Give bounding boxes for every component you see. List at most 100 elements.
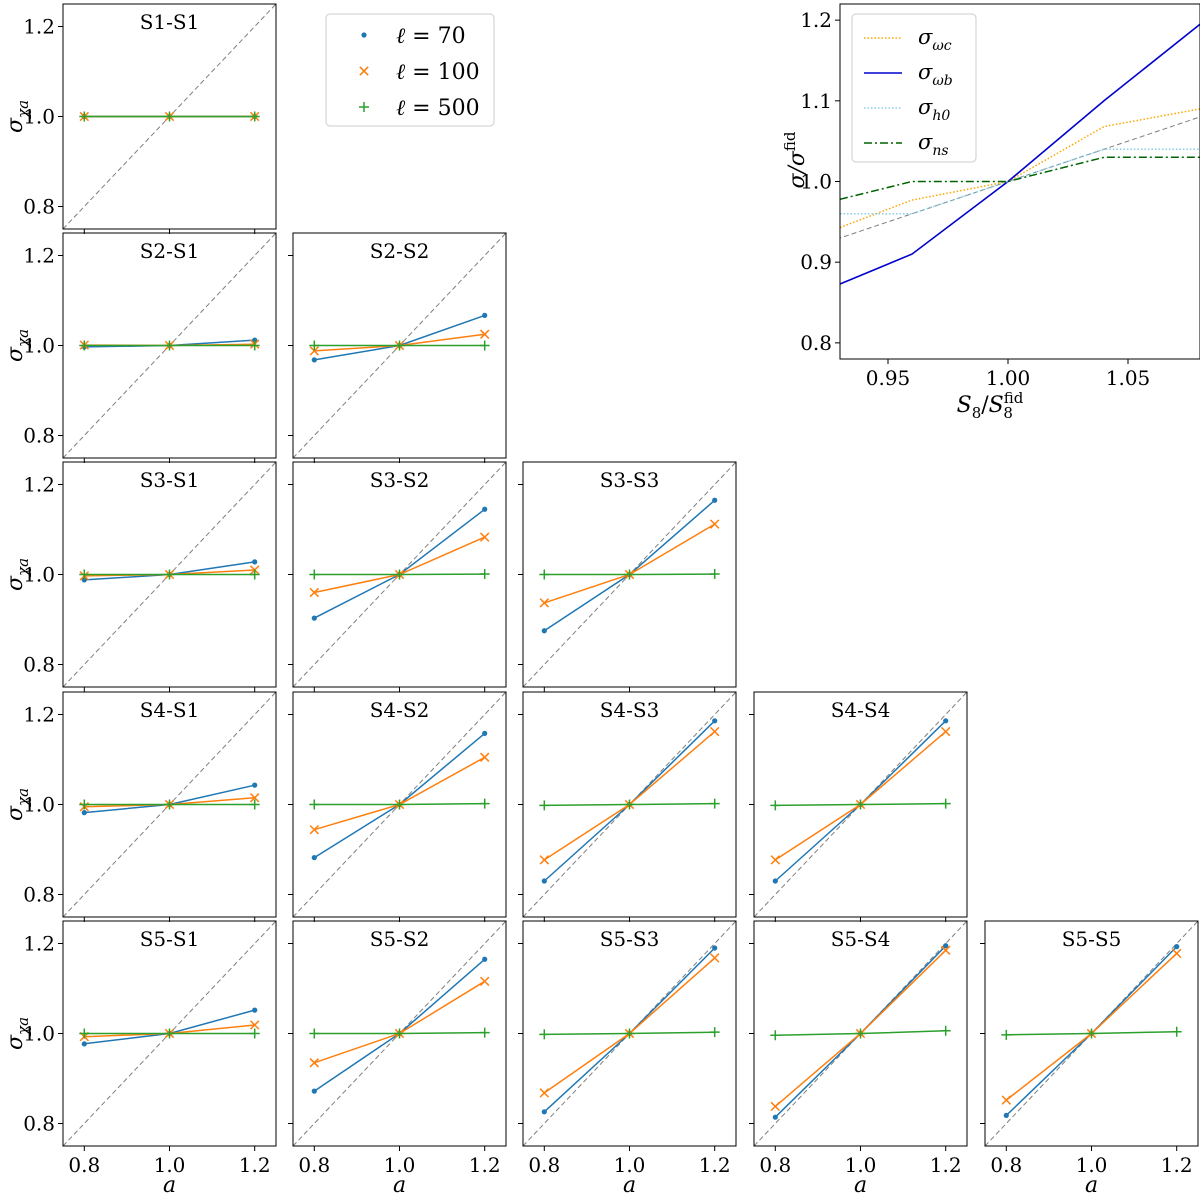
x-axis-label: a <box>623 1173 636 1198</box>
panel-s5-s5: S5-S5 0.8 1.0 1.2 a <box>980 920 1199 1198</box>
x-axis-label: a <box>393 1173 406 1198</box>
data-point-plus <box>309 799 320 810</box>
data-point-plus <box>79 111 90 122</box>
x-tick-label: 1.2 <box>469 1153 501 1177</box>
inset-y-tick-label: 1.0 <box>800 170 832 194</box>
y-axis-label: σχa <box>3 329 32 362</box>
data-point-plus <box>479 798 490 809</box>
data-point-dot <box>712 945 718 951</box>
data-point-dot <box>541 628 547 634</box>
inset-legend-label-base: σ <box>918 25 933 49</box>
data-point-plus <box>855 799 866 810</box>
panel-s4-s2: S4-S2 <box>288 691 507 922</box>
data-point-dot <box>541 878 547 884</box>
x-axis-label: a <box>854 1173 867 1198</box>
panel-title: S2-S1 <box>140 239 200 263</box>
legend-label-symbol: ℓ <box>396 24 406 49</box>
panel-title: S4-S3 <box>600 698 660 722</box>
data-point-x <box>940 726 951 737</box>
legend-marker-x <box>359 66 369 76</box>
inset-x-axis-label: S8/Sfid 8 <box>957 389 1024 422</box>
data-point-dot <box>252 337 258 343</box>
data-point-x <box>539 598 550 608</box>
series-line <box>543 957 716 1094</box>
inset-legend-label-base: σ <box>918 130 933 154</box>
inset-legend-label-base: σ <box>918 60 933 84</box>
panel-s5-s4: S5-S4 0.8 1.0 1.2 a <box>749 920 968 1198</box>
data-point-dot <box>252 1007 258 1013</box>
panel-title: S5-S1 <box>140 927 200 951</box>
inset-y-tick-label: 1.1 <box>800 89 832 113</box>
inset-x-label-slash: / <box>981 393 989 418</box>
data-point-dot <box>482 506 488 512</box>
data-point-dot <box>943 943 949 949</box>
data-point-plus <box>164 799 175 810</box>
x-tick-label: 0.8 <box>68 1153 100 1177</box>
inset-y-tick-label: 0.9 <box>800 250 832 274</box>
data-point-dot <box>943 718 949 724</box>
panel-s4-s3: S4-S3 <box>518 691 737 922</box>
data-point-x <box>479 976 490 987</box>
inset-legend-label-sub: ωc <box>932 38 951 54</box>
data-point-plus <box>164 569 175 580</box>
x-axis-label-text: a <box>854 1173 867 1198</box>
data-point-plus <box>394 1028 405 1039</box>
data-point-dot <box>482 312 488 318</box>
data-point-dot <box>81 1041 87 1047</box>
data-point-plus <box>79 569 90 580</box>
y-tick-label: 1.0 <box>23 105 55 129</box>
data-point-dot <box>482 730 488 737</box>
series-line <box>314 756 486 831</box>
panel-s4-s4: S4-S4 <box>749 691 968 922</box>
data-point-plus <box>249 340 260 351</box>
x-axis-label-text: a <box>163 1173 176 1198</box>
legend-frame <box>325 13 495 127</box>
data-point-plus <box>249 1028 260 1039</box>
inset-y-axis-label: σ/σfid <box>781 131 810 188</box>
data-point-plus <box>79 1028 90 1039</box>
data-point-plus <box>624 799 635 810</box>
inset-y-label-sup: fid <box>781 131 799 151</box>
data-point-plus <box>394 799 405 810</box>
data-point-plus <box>940 1025 951 1036</box>
inset-x-label-base: S <box>957 393 972 418</box>
data-point-plus <box>164 111 175 122</box>
data-point-dot <box>81 810 87 816</box>
x-tick-label: 1.0 <box>614 1153 646 1177</box>
data-point-plus <box>770 800 781 811</box>
data-point-plus <box>709 1027 720 1038</box>
x-tick-label: 0.8 <box>528 1153 560 1177</box>
panel-s2-s1: S2-S1 0.8 1.0 1.2 σχa <box>3 232 277 463</box>
y-axis-label-sub: χa <box>14 558 32 577</box>
x-tick-label: 1.2 <box>699 1153 731 1177</box>
inset-legend-label: σns <box>918 130 949 159</box>
x-tick-label: 1.2 <box>930 1153 962 1177</box>
inset-y-tick-label: 1.2 <box>800 8 832 32</box>
inset-x-tick-label: 0.95 <box>866 366 911 390</box>
data-point-x <box>770 1101 781 1112</box>
y-tick-label: 0.8 <box>23 653 55 677</box>
panel-s5-s2: S5-S2 0.8 1.0 1.2 a <box>288 920 507 1198</box>
x-tick-label: 0.8 <box>298 1153 330 1177</box>
data-point-x <box>709 953 720 963</box>
series-line <box>774 731 947 861</box>
series-line <box>314 980 486 1064</box>
series-line <box>1005 952 1178 1101</box>
x-axis-label: a <box>163 1173 176 1198</box>
y-axis-label: σχa <box>3 558 32 591</box>
data-point-x <box>309 346 320 356</box>
data-point-plus <box>539 800 550 811</box>
inset-x-tick-label: 1.00 <box>986 366 1031 390</box>
y-tick-label: 1.0 <box>23 563 55 587</box>
panel-title: S4-S1 <box>140 698 200 722</box>
series-line <box>543 731 716 861</box>
data-point-plus <box>479 340 490 351</box>
y-axis-label-sub: χa <box>14 1017 32 1036</box>
data-point-x <box>309 587 320 598</box>
legend-label-symbol: ℓ <box>396 60 406 85</box>
data-point-plus <box>249 111 260 122</box>
y-axis-label-base: σ <box>3 117 28 133</box>
